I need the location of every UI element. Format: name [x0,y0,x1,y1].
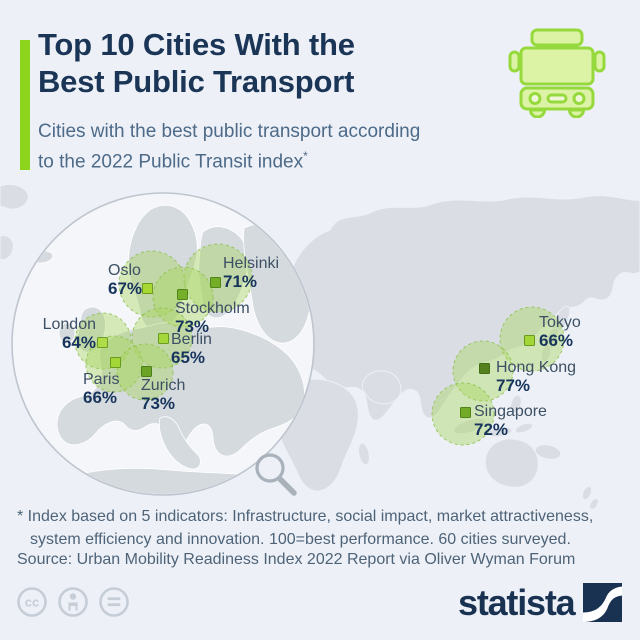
equal-license-icon [99,587,129,617]
page-title: Top 10 Cities With the Best Public Transp… [38,27,355,99]
index-footnote: * Index based on 5 indicators: Infrastru… [17,508,594,548]
city-marker-oslo [142,283,153,294]
magnifier-icon [255,453,297,496]
city-label-berlin: Berlin 65% [171,331,212,367]
bus-icon [505,28,609,119]
city-marker-london [97,337,108,348]
city-marker-singapore [460,407,471,418]
source-line: Source: Urban Mobility Readiness Index 2… [17,551,576,568]
world-map [0,183,640,510]
svg-text:cc: cc [25,595,39,610]
city-label-stockholm: Stockholm 73% [175,300,250,336]
page-subtitle: Cities with the best public transport ac… [38,121,421,173]
statista-logo-text: statista [458,582,576,623]
europe-inset-landmass [30,204,313,494]
city-label-singapore: Singapore 72% [474,403,547,439]
city-marker-zurich [141,366,152,377]
footnote-marker: * [303,149,308,163]
city-marker-hong-kong [479,363,490,374]
city-label-london: London 64% [42,316,96,352]
city-label-tokyo: Tokyo 66% [539,314,581,350]
city-label-oslo: Oslo 67% [108,262,143,298]
creative-commons-icon: cc [17,587,47,617]
city-marker-helsinki [210,277,221,288]
city-label-helsinki: Helsinki 71% [223,255,280,291]
city-marker-berlin [158,333,169,344]
city-label-zurich: Zurich 73% [141,377,186,413]
city-label-paris: Paris 66% [83,371,120,407]
license-icons: cc [15,585,131,619]
attribution-icon [58,587,88,617]
city-marker-tokyo [524,335,535,346]
city-label-hong-kong: Hong Kong 77% [496,359,577,395]
accent-bar [20,40,30,170]
statista-logo-mark [583,583,623,622]
city-marker-paris [110,357,121,368]
city-marker-stockholm [177,289,188,300]
statista-logo: statista [458,582,623,623]
